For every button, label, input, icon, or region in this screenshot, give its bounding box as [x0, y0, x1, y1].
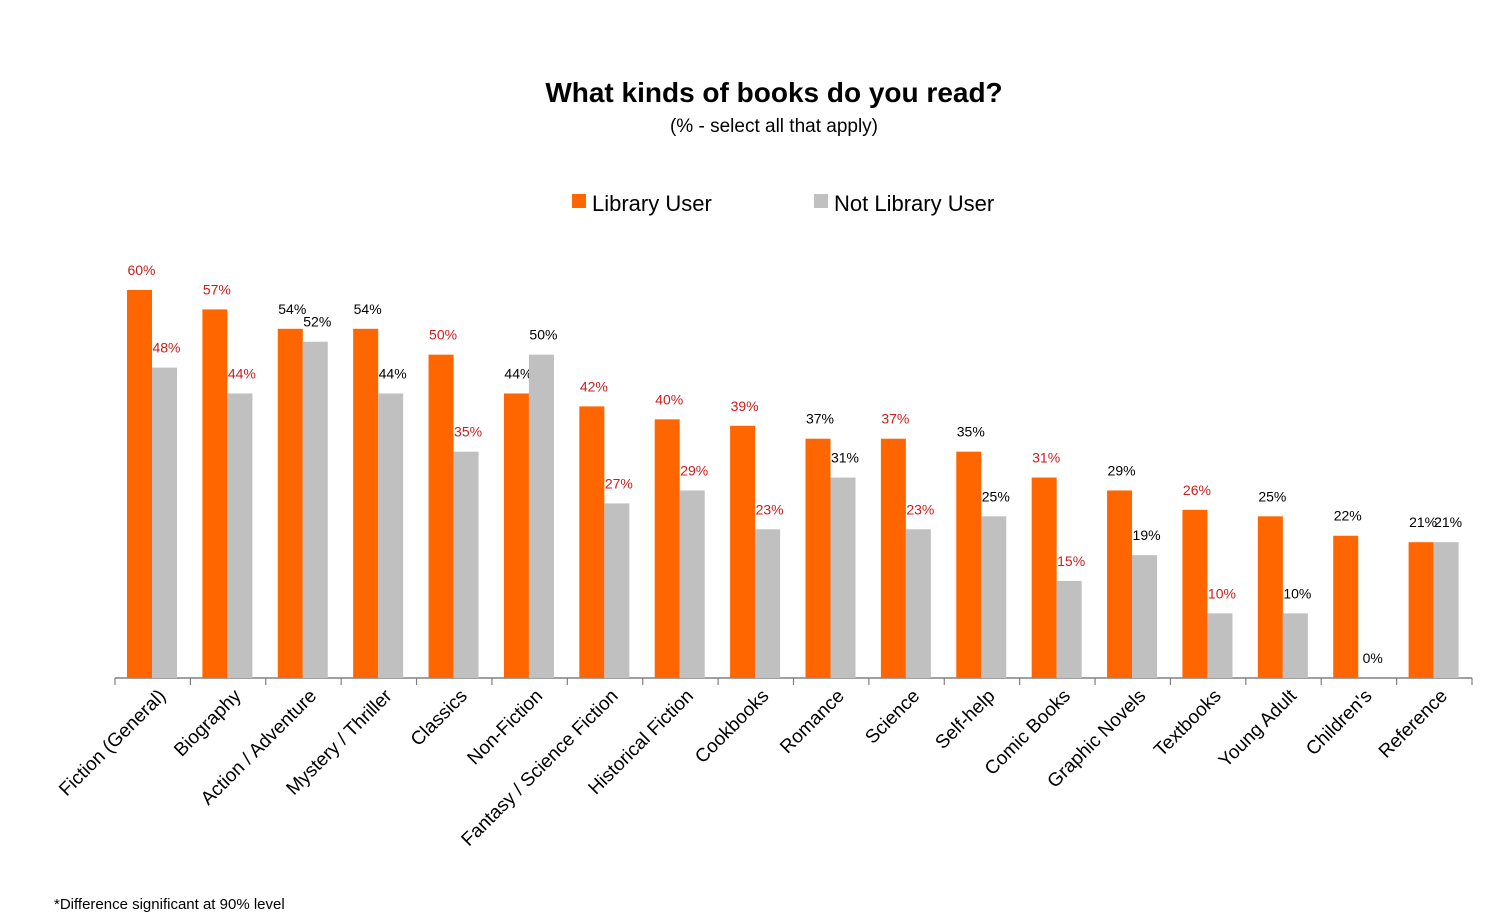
category-label-children-s: Children's: [1302, 686, 1376, 760]
data-label-not-library-user-textbooks: 10%: [1208, 585, 1236, 601]
bar-library-user-historical-fiction: [654, 419, 680, 678]
bar-library-user-cookbooks: [730, 425, 756, 678]
data-label-library-user-children-s: 22%: [1334, 508, 1362, 524]
data-label-not-library-user-fantasy-science-fiction: 27%: [605, 475, 633, 491]
bar-not-library-user-textbooks: [1207, 613, 1233, 678]
data-label-not-library-user-biography: 44%: [228, 365, 256, 381]
bar-not-library-user-fantasy-science-fiction: [604, 503, 630, 678]
data-label-not-library-user-children-s: 0%: [1363, 650, 1383, 666]
bar-not-library-user-mystery-thriller: [378, 393, 404, 678]
bar-not-library-user-historical-fiction: [679, 490, 705, 678]
category-label-non-fiction: Non-Fiction: [464, 686, 548, 770]
bar-not-library-user-action-adventure: [302, 341, 328, 678]
data-label-not-library-user-action-adventure: 52%: [303, 314, 331, 330]
bar-not-library-user-young-adult: [1282, 613, 1308, 678]
bar-library-user-classics: [428, 354, 454, 678]
legend-label-not-library-user: Not Library User: [834, 191, 994, 216]
data-label-library-user-fantasy-science-fiction: 42%: [580, 378, 608, 394]
data-label-library-user-graphic-novels: 29%: [1108, 462, 1136, 478]
chart-subtitle: (% - select all that apply): [670, 116, 878, 137]
bar-library-user-non-fiction: [503, 393, 529, 678]
footnote: *Difference significant at 90% level: [54, 896, 285, 913]
plot-area: 60% 48% Fiction (General) 57% 44% Biography 54…: [55, 262, 1473, 851]
data-label-library-user-young-adult: 25%: [1258, 488, 1286, 504]
bar-not-library-user-graphic-novels: [1132, 555, 1158, 678]
category-label-biography: Biography: [170, 685, 246, 761]
data-label-library-user-cookbooks: 39%: [731, 398, 759, 414]
category-label-self-help: Self-help: [932, 686, 1000, 754]
bar-not-library-user-cookbooks: [755, 529, 781, 678]
data-label-not-library-user-fiction-general: 48%: [152, 340, 180, 356]
bar-library-user-mystery-thriller: [353, 328, 379, 678]
category-label-cookbooks: Cookbooks: [691, 686, 773, 768]
bar-not-library-user-biography: [227, 393, 253, 678]
bar-library-user-self-help: [956, 451, 982, 678]
category-label-fiction-general: Fiction (General): [55, 686, 170, 801]
bar-library-user-romance: [805, 438, 831, 678]
data-label-library-user-biography: 57%: [203, 281, 231, 297]
bar-library-user-action-adventure: [277, 328, 303, 678]
bar-not-library-user-romance: [830, 477, 856, 678]
data-label-library-user-self-help: 35%: [957, 424, 985, 440]
bar-library-user-fantasy-science-fiction: [579, 406, 605, 678]
data-label-not-library-user-young-adult: 10%: [1283, 585, 1311, 601]
bar-library-user-biography: [202, 309, 228, 678]
data-label-not-library-user-comic-books: 15%: [1057, 553, 1085, 569]
data-label-not-library-user-reference: 21%: [1434, 514, 1462, 530]
category-label-fantasy-science-fiction: Fantasy / Science Fiction: [458, 686, 623, 851]
category-label-classics: Classics: [407, 686, 472, 751]
bar-not-library-user-non-fiction: [528, 354, 554, 678]
bar-not-library-user-classics: [453, 451, 479, 678]
legend-swatch-library-user: [572, 194, 586, 208]
bar-not-library-user-reference: [1433, 542, 1459, 678]
bar-not-library-user-science: [905, 529, 931, 678]
data-label-library-user-classics: 50%: [429, 327, 457, 343]
legend-swatch-not-library-user: [814, 194, 828, 208]
data-label-library-user-fiction-general: 60%: [127, 262, 155, 278]
category-label-romance: Romance: [776, 686, 848, 758]
data-label-library-user-textbooks: 26%: [1183, 482, 1211, 498]
legend-label-library-user: Library User: [592, 191, 712, 216]
bar-not-library-user-fiction-general: [152, 367, 177, 678]
data-label-not-library-user-historical-fiction: 29%: [680, 462, 708, 478]
data-label-not-library-user-science: 23%: [906, 501, 934, 517]
legend: Library User Not Library User: [572, 191, 994, 216]
data-label-not-library-user-cookbooks: 23%: [756, 501, 784, 517]
data-label-library-user-action-adventure: 54%: [278, 301, 306, 317]
category-label-science: Science: [861, 686, 924, 749]
data-label-not-library-user-mystery-thriller: 44%: [379, 365, 407, 381]
category-label-reference: Reference: [1375, 686, 1452, 763]
category-label-textbooks: Textbooks: [1150, 686, 1225, 761]
bar-not-library-user-comic-books: [1056, 581, 1082, 678]
data-label-library-user-romance: 37%: [806, 411, 834, 427]
bar-library-user-children-s: [1333, 535, 1359, 678]
data-label-library-user-comic-books: 31%: [1032, 450, 1060, 466]
bar-library-user-fiction-general: [127, 290, 152, 678]
data-label-not-library-user-classics: 35%: [454, 424, 482, 440]
data-label-not-library-user-romance: 31%: [831, 450, 859, 466]
bar-library-user-comic-books: [1031, 477, 1057, 678]
data-label-library-user-mystery-thriller: 54%: [354, 301, 382, 317]
bar-not-library-user-self-help: [981, 516, 1007, 678]
data-label-library-user-reference: 21%: [1409, 514, 1437, 530]
chart-title: What kinds of books do you read?: [545, 77, 1002, 108]
data-label-library-user-non-fiction: 44%: [504, 365, 532, 381]
bar-library-user-young-adult: [1257, 516, 1283, 678]
bar-library-user-science: [880, 438, 906, 678]
bar-library-user-reference: [1408, 542, 1434, 678]
bar-library-user-graphic-novels: [1107, 490, 1133, 678]
category-label-young-adult: Young Adult: [1215, 685, 1302, 772]
data-label-library-user-historical-fiction: 40%: [655, 391, 683, 407]
data-label-not-library-user-self-help: 25%: [982, 488, 1010, 504]
bar-library-user-textbooks: [1182, 509, 1208, 678]
data-label-library-user-science: 37%: [881, 411, 909, 427]
data-label-not-library-user-graphic-novels: 19%: [1133, 527, 1161, 543]
data-label-not-library-user-non-fiction: 50%: [529, 327, 557, 343]
